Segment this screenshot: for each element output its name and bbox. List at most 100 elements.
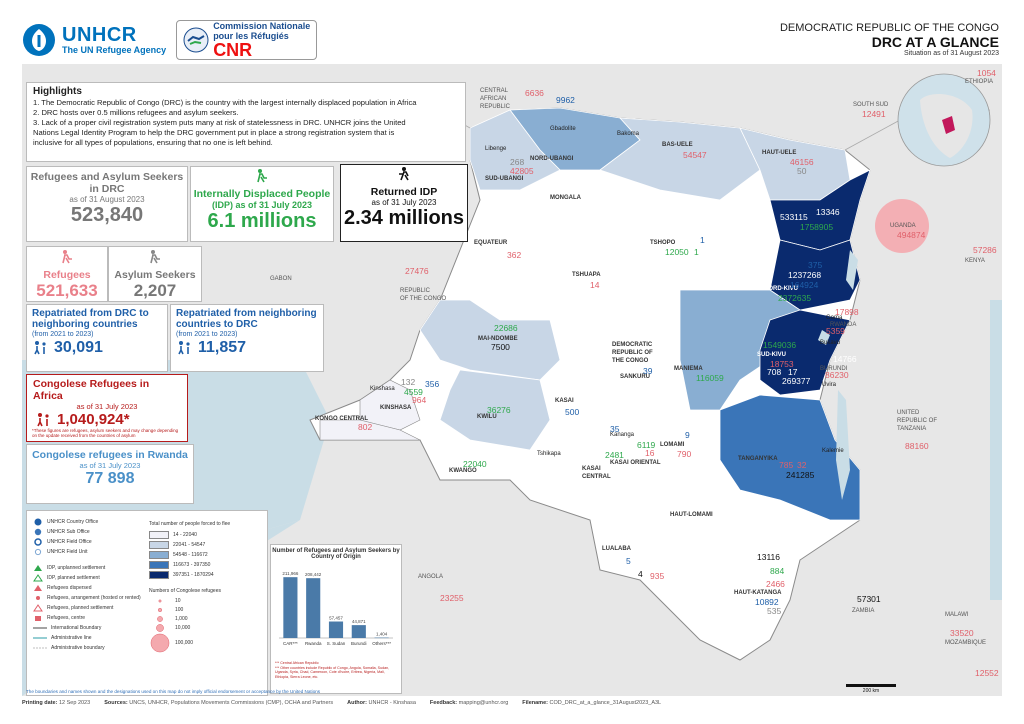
figure-label: 9962	[556, 95, 575, 105]
city-label: Kananga	[610, 432, 635, 438]
figure-label: 12552	[975, 668, 999, 678]
figure-label: 57286	[973, 245, 997, 255]
province-label: SUD-KIVU	[757, 352, 787, 358]
refugees-asylum-box: Refugees and Asylum Seekers in DRC as of…	[26, 166, 188, 242]
province-label: HAUT-LOMAMI	[670, 512, 713, 518]
figure-label: 33520	[950, 628, 974, 638]
country-label: RWANDA	[830, 322, 857, 328]
filename: COD_DRC_at_a_glance_31August2023_A3L	[549, 700, 662, 706]
figure-label: 964	[412, 395, 427, 405]
legend-ramp-class: 14 - 22040	[149, 530, 261, 540]
city-label: Libenge	[485, 146, 507, 152]
footer: Printing date: 12 Sep 2023 Sources: UNCS…	[22, 700, 662, 706]
ras-title-1: Refugees and Asylum Seekers	[30, 171, 184, 183]
asylum-icon	[109, 250, 201, 269]
bar-value-label: 57,457	[329, 616, 343, 621]
figure-label: 2466	[766, 579, 785, 589]
figure-label: 13346	[816, 207, 840, 217]
legend-admin-line: Administrative line	[33, 635, 92, 641]
congolese-africa-title: Congolese Refugees in Africa	[33, 378, 150, 402]
legend-circle-class: 1,000	[149, 614, 261, 623]
figure-label: 4	[638, 569, 643, 579]
repat-to-period: (from 2021 to 2023)	[176, 331, 238, 338]
figure-label: 9	[685, 430, 690, 440]
congolese-africa-date: as of 31 July 2023	[76, 402, 138, 411]
figure-label: 2481	[605, 450, 624, 460]
figure-label: 5	[626, 556, 631, 566]
refugees-box: Refugees 521,633	[26, 246, 108, 302]
province-label: LOMAMI	[660, 442, 685, 448]
idp-box: Internally Displaced People (IDP) as of …	[190, 166, 334, 242]
feedback-email[interactable]: mapping@unhcr.org	[458, 700, 509, 706]
country-label: SOUTH SUD	[853, 102, 889, 108]
handshake-icon	[183, 27, 209, 53]
author: UNHCR - Kinshasa	[368, 700, 416, 706]
legend-ramp-class: 397351 - 1870294	[149, 570, 261, 580]
figure-label: 802	[358, 422, 373, 432]
figure-label: 1	[694, 247, 699, 257]
figure-label: 6636	[525, 88, 544, 98]
legend-ramp-title: Total number of people forced to flee	[149, 521, 231, 527]
header-logos: UNHCR The UN Refugee Agency Commission N…	[22, 20, 318, 60]
refugee-icon	[27, 250, 107, 269]
legend-ramp-class: 22041 - 54547	[149, 540, 261, 550]
country-label: ZAMBIA	[852, 608, 875, 614]
figure-label: 362	[507, 250, 522, 260]
figure-label: 14766	[833, 354, 857, 364]
country-label: KENYA	[965, 258, 985, 264]
highlight-line-4: Nations Legal Identity Program to help t…	[33, 128, 395, 137]
chart-title: Number of Refugees and Asylum Seekers by…	[272, 548, 400, 560]
province-label: LUALABA	[602, 546, 631, 552]
repat-to-value: 11,857	[198, 339, 247, 356]
chart-svg: 211,966 CAR*** 208,442 Rwanda 57,457 S. Sudan…	[279, 571, 393, 646]
country-label: REPUBLIC OF	[897, 418, 938, 424]
country-label: REPUBLIC	[480, 104, 511, 110]
bar-value-label: 44,871	[352, 619, 366, 624]
bar-value-label: 1,404	[376, 632, 388, 637]
figure-label: 164924	[790, 280, 819, 290]
origin-bar-chart: Number of Refugees and Asylum Seekers by…	[270, 544, 402, 694]
returned-idp-date: as of 31 July 2023	[371, 198, 437, 207]
country-label: AFRICAN	[480, 96, 507, 102]
figure-label: 1	[700, 235, 705, 245]
figure-label: 35	[610, 424, 620, 434]
figure-label: 88160	[905, 441, 929, 451]
scale-label: 200 km	[862, 688, 880, 694]
figure-label: 16	[645, 448, 655, 458]
legend-refugees-centre: Refugees, centre	[33, 613, 145, 623]
legend-ramp-class: 116673 - 397350	[149, 560, 261, 570]
repat-to-title-2: countries to DRC	[176, 319, 258, 330]
country-label: UGANDA	[890, 223, 916, 229]
province-label: KWILU	[477, 414, 497, 420]
bar-category-label: Rwanda	[305, 641, 322, 646]
figure-label: 935	[650, 571, 665, 581]
province-label: MONGALA	[550, 195, 581, 201]
figure-label: 708	[767, 367, 782, 377]
legend-ramp-class: 54548 - 116672	[149, 550, 261, 560]
repat-from-title-1: Repatriated from DRC to	[32, 308, 149, 319]
congolese-africa-value: 1,040,924*	[57, 411, 130, 428]
disclaimer: The boundaries and names shown and the d…	[26, 689, 321, 694]
legend-admin-boundary: Administrative boundary	[33, 645, 105, 651]
figure-label: 785	[779, 460, 794, 470]
ramp-swatch	[149, 571, 169, 579]
legend-field-office: UNHCR Field Office	[33, 537, 145, 547]
repatriated-to-box: Repatriated from neighboring countries t…	[170, 304, 324, 372]
asylum-value: 2,207	[133, 281, 177, 300]
congolese-rwanda-box: Congolese refugees in Rwanda as of 31 Ju…	[26, 444, 194, 504]
figure-label: 132	[401, 377, 416, 387]
figure-label: 356	[425, 379, 440, 389]
page-title: DRC AT A GLANCE	[871, 34, 999, 50]
refugees-value: 521,633	[36, 281, 98, 300]
figure-label: 6119	[637, 440, 656, 450]
figure-label: 790	[677, 449, 692, 459]
map-legend: UNHCR Country Office UNHCR Sub Office UN…	[26, 510, 268, 696]
figure-label: 54547	[683, 150, 707, 160]
returned-idp-icon	[341, 167, 467, 186]
figure-label: 17	[788, 367, 798, 377]
congolese-africa-box: Congolese Refugees in Africa as of 31 Ju…	[26, 374, 188, 442]
asylum-box: Asylum Seekers 2,207	[108, 246, 202, 302]
legend-country-office: UNHCR Country Office	[33, 517, 145, 527]
legend-refugees-dispersed: Refugees dispersed	[33, 583, 145, 593]
legend-circle-class: 10	[149, 596, 261, 605]
